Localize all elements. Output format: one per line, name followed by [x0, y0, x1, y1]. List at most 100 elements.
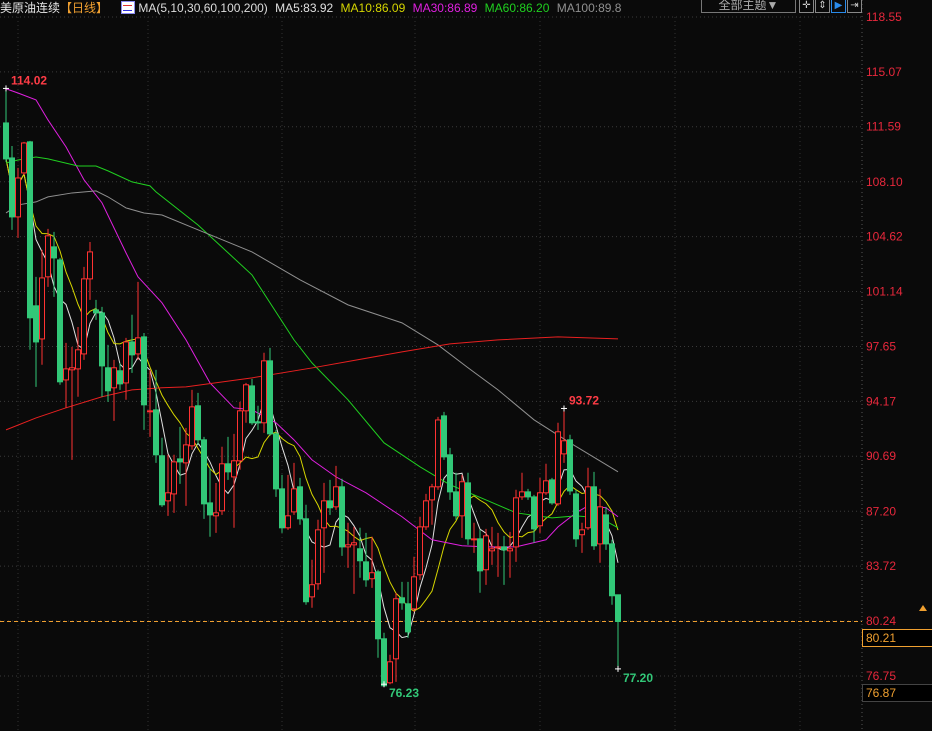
ma-label[interactable]: MA(5,10,30,60,100,200)	[138, 1, 268, 15]
candle	[111, 359, 117, 421]
candle-body	[513, 497, 519, 548]
candle	[591, 471, 597, 550]
candle-body	[567, 439, 573, 492]
candle	[531, 494, 537, 543]
candle	[177, 426, 183, 484]
candle-body	[477, 538, 483, 572]
candle-body	[585, 486, 591, 529]
candle	[321, 482, 327, 573]
ma-indicator-icon[interactable]	[121, 1, 136, 14]
candle	[525, 488, 531, 500]
candle	[153, 369, 159, 463]
candle-body	[267, 360, 273, 435]
candle-body	[495, 546, 501, 549]
candle	[315, 519, 321, 590]
candle	[483, 528, 489, 585]
candle	[261, 352, 267, 433]
candle	[375, 569, 381, 658]
play-button[interactable]: ▶	[831, 0, 846, 13]
candle	[393, 592, 399, 682]
candle	[57, 257, 63, 385]
candle	[201, 436, 207, 519]
candle-body	[153, 409, 159, 456]
candle	[273, 429, 279, 497]
candle	[609, 539, 615, 605]
candle	[207, 467, 213, 537]
candle-body	[333, 486, 339, 508]
candle	[513, 489, 519, 562]
candle-body	[255, 421, 261, 424]
candle-body	[573, 493, 579, 540]
candle	[285, 474, 291, 530]
candle	[543, 463, 549, 495]
candle-body	[339, 486, 345, 548]
candle-body	[351, 542, 357, 546]
axis-tick-label: 87.20	[866, 504, 896, 518]
candle-body	[411, 576, 417, 610]
candle	[327, 479, 333, 515]
extreme-price-label: 93.72	[569, 393, 599, 407]
candle-body	[87, 251, 93, 280]
price-axis: 118.55 115.07 111.59 108.10 104.62 101.14 97.6…	[0, 0, 903, 731]
candle	[195, 392, 201, 445]
extreme-price-label: 76.23	[389, 686, 419, 700]
candle	[189, 389, 195, 450]
theme-select[interactable]: 全部主题▼	[701, 0, 796, 13]
candle-body	[441, 415, 447, 458]
candle-body	[57, 259, 63, 383]
candle	[33, 276, 39, 387]
instrument-title: 美原油连续	[0, 1, 61, 15]
candle-body	[117, 370, 123, 385]
candle	[423, 493, 429, 530]
candle	[15, 167, 21, 238]
candle-body	[603, 514, 609, 545]
candle-body	[489, 548, 495, 552]
ma-line-ma100	[5, 190, 619, 473]
candle	[465, 472, 471, 545]
candle	[603, 506, 609, 550]
axis-tick-label: 108.10	[866, 175, 903, 189]
candle-body	[105, 367, 111, 392]
axis-tick-label: 90.69	[866, 449, 896, 463]
candle	[333, 465, 339, 510]
candle	[3, 88, 9, 162]
move-right-button[interactable]: ⇥	[847, 0, 862, 13]
candle	[81, 266, 87, 360]
ma-line-ma200	[5, 336, 619, 431]
candle	[459, 474, 465, 538]
extreme-price-label: 114.02	[11, 73, 47, 87]
fit-range-button[interactable]: ⇕	[815, 0, 830, 13]
candle	[507, 531, 513, 578]
candle-body	[561, 440, 567, 455]
candle-body	[33, 305, 39, 343]
candle	[231, 433, 237, 528]
candle	[225, 436, 231, 480]
grid	[0, 16, 862, 731]
candle	[501, 535, 507, 585]
candle-body	[447, 454, 453, 493]
candle	[309, 559, 315, 608]
candle	[441, 411, 447, 460]
candle-body	[435, 419, 441, 488]
candle-body	[363, 561, 369, 581]
candle-body	[195, 405, 201, 441]
axis-tick-label: 104.62	[866, 230, 903, 244]
candle-body	[459, 481, 465, 517]
candle	[429, 483, 435, 525]
crosshair-button[interactable]: ✛	[799, 0, 814, 13]
candle	[297, 477, 303, 525]
candle	[213, 483, 219, 533]
candle	[291, 462, 297, 515]
candle-body	[393, 598, 399, 660]
period-label[interactable]: 【日线】	[60, 1, 109, 15]
axis-tick-label: 94.17	[866, 394, 896, 408]
candle-body	[453, 491, 459, 517]
ma-line-ma30	[5, 88, 619, 548]
ma10-value: MA10:86.09	[340, 1, 406, 15]
ma5-value: MA5:83.92	[275, 1, 334, 15]
candle-body	[297, 486, 303, 520]
candle-body	[63, 368, 69, 381]
crosshair-icon: ✛	[802, 0, 811, 11]
candle	[99, 306, 105, 397]
